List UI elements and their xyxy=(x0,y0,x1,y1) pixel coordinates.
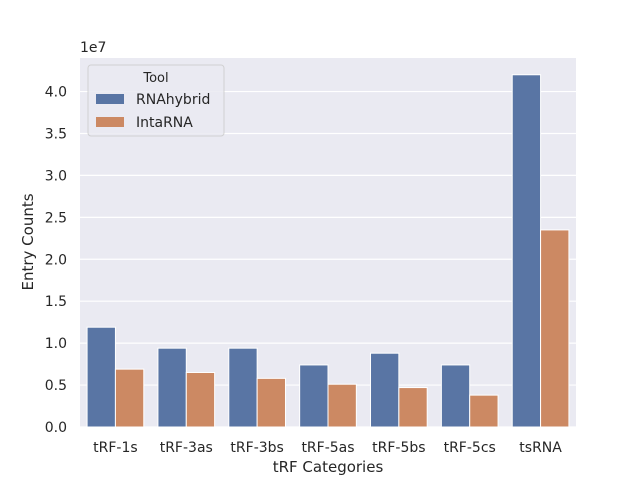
x-tick-label: tRF-1s xyxy=(93,440,138,456)
bar-intarna-trf-3bs xyxy=(256,377,286,428)
y-axis-label: Entry Counts xyxy=(19,193,37,290)
y-scale-label: 1e7 xyxy=(80,40,106,56)
y-tick-label: 2.5 xyxy=(45,210,67,226)
legend-swatch-intarna xyxy=(96,117,124,127)
y-tick-label: 0.5 xyxy=(45,378,67,394)
bar-rnahybrid-trf-3as xyxy=(157,347,187,428)
x-tick-label: tRF-5bs xyxy=(372,440,425,456)
legend-label-intarna: IntaRNA xyxy=(136,115,193,131)
x-tick-label: tsRNA xyxy=(519,440,562,456)
x-tick-labels: tRF-1s tRF-3as tRF-3bs tRF-5as tRF-5bs tRF-5c… xyxy=(93,440,562,456)
legend: Tool RNAhybrid IntaRNA xyxy=(87,64,225,137)
bar-rnahybrid-trf-3bs xyxy=(228,347,258,428)
y-tick-label: 3.0 xyxy=(45,168,67,184)
x-tick-label: tRF-5cs xyxy=(444,440,496,456)
x-tick-label: tRF-3as xyxy=(160,440,213,456)
bar-rnahybrid-trf-5cs xyxy=(440,364,471,428)
bars xyxy=(86,74,570,428)
legend-title: Tool xyxy=(142,71,168,86)
y-tick-label: 0.0 xyxy=(45,420,67,436)
bar-intarna-trf-5cs xyxy=(469,394,499,428)
bar-rnahybrid-trf-5as xyxy=(299,364,329,428)
legend-label-rnahybrid: RNAhybrid xyxy=(136,92,210,108)
bar-intarna-trf-1s xyxy=(114,368,145,428)
y-tick-label: 2.0 xyxy=(45,252,67,268)
bar-intarna-trf-3as xyxy=(185,371,216,428)
y-tick-label: 4.0 xyxy=(45,85,67,101)
bar-rnahybrid-trf-5bs xyxy=(370,352,400,428)
y-tick-label: 1.0 xyxy=(45,336,67,352)
y-tick-label: 3.5 xyxy=(45,126,67,142)
y-tick-label: 1.5 xyxy=(45,294,67,310)
legend-swatch-rnahybrid xyxy=(96,94,124,104)
x-tick-label: tRF-3bs xyxy=(230,440,283,456)
bar-intarna-trf-5as xyxy=(327,383,357,428)
x-axis-label: tRF Categories xyxy=(273,458,384,476)
bar-rnahybrid-trf-1s xyxy=(86,326,116,428)
bar-intarna-trf-5bs xyxy=(398,387,428,428)
x-tick-label: tRF-5as xyxy=(301,440,354,456)
bar-rnahybrid-tsrna xyxy=(511,74,542,428)
bar-intarna-tsrna xyxy=(540,229,570,428)
y-tick-labels: 0.0 0.5 1.0 1.5 2.0 2.5 3.0 3.5 4.0 xyxy=(45,85,67,436)
